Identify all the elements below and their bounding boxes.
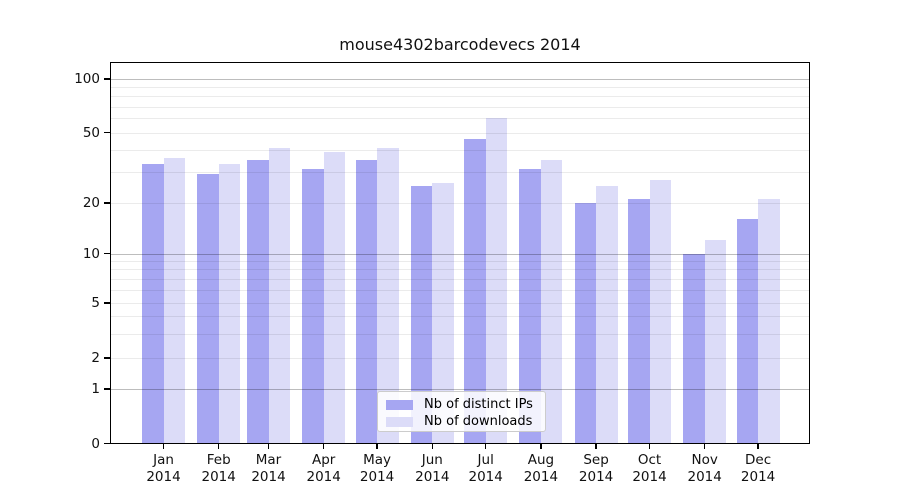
bar-apr-distinct-ips <box>302 169 324 443</box>
gridline-minor <box>111 87 809 89</box>
bar-nov-downloads <box>704 240 727 443</box>
y-tick-label: 0 <box>91 435 100 452</box>
gridline-minor <box>111 149 809 151</box>
bar-jul-downloads <box>485 118 508 443</box>
x-tick <box>757 444 759 449</box>
legend-swatch-downloads <box>386 417 413 427</box>
y-tick-label: 100 <box>74 71 100 87</box>
legend-item-distinct-ips: Nb of distinct IPs <box>386 397 545 413</box>
bar-sep-distinct-ips <box>574 203 597 443</box>
bar-jan-distinct-ips <box>142 164 164 443</box>
bar-sep-downloads <box>596 185 618 443</box>
x-tick-label: Nov 2014 <box>687 452 722 485</box>
bar-aug-downloads <box>540 159 563 443</box>
x-tick-label: Oct 2014 <box>632 452 667 485</box>
x-tick <box>162 444 165 449</box>
x-tick-label: Mar 2014 <box>251 452 286 485</box>
y-tick <box>104 302 110 304</box>
y-tick-label: 5 <box>91 295 100 311</box>
bar-dec-downloads <box>758 199 780 443</box>
gridline-minor <box>111 118 809 120</box>
bar-jun-downloads <box>432 182 454 443</box>
gridline-minor <box>111 316 809 318</box>
y-tick <box>104 131 110 134</box>
x-tick-label: Aug 2014 <box>523 452 559 485</box>
x-tick-label: Jan 2014 <box>146 452 181 485</box>
bar-aug-distinct-ips <box>519 169 541 443</box>
bar-mar-distinct-ips <box>247 159 269 443</box>
bar-jun-distinct-ips <box>410 185 433 443</box>
x-tick <box>540 444 542 449</box>
y-tick <box>104 357 110 359</box>
bar-nov-distinct-ips <box>683 253 705 443</box>
gridline-minor <box>111 106 809 108</box>
y-tick <box>104 78 110 80</box>
gridline-minor <box>111 261 809 263</box>
legend-item-downloads: Nb of downloads <box>386 414 545 430</box>
legend-label-distinct-ips: Nb of distinct IPs <box>424 397 533 412</box>
x-tick <box>217 444 220 449</box>
x-tick <box>376 444 378 449</box>
gridline-minor <box>111 289 809 291</box>
y-tick <box>104 442 110 445</box>
legend: Nb of distinct IPs Nb of downloads <box>377 391 546 432</box>
x-tick-label: Jun 2014 <box>415 452 450 485</box>
gridline-major <box>111 253 809 255</box>
x-tick-label: Sep 2014 <box>578 452 614 485</box>
bar-oct-distinct-ips <box>628 199 650 443</box>
gridline-minor <box>111 278 809 280</box>
x-tick <box>267 444 270 449</box>
bar-may-distinct-ips <box>355 159 378 443</box>
x-tick <box>431 444 434 449</box>
gridline-minor <box>111 303 809 304</box>
bar-oct-downloads <box>649 179 671 443</box>
y-tick-label: 20 <box>82 195 100 211</box>
gridline-minor <box>111 132 809 134</box>
x-tick-label: May 2014 <box>359 452 395 485</box>
bar-feb-distinct-ips <box>197 174 219 443</box>
y-tick-label: 2 <box>91 350 100 366</box>
bar-feb-downloads <box>218 164 241 443</box>
gridline-minor <box>111 203 809 204</box>
x-tick-label: Feb 2014 <box>201 452 236 485</box>
x-tick-label: Apr 2014 <box>306 452 341 485</box>
gridline-minor <box>111 269 809 271</box>
bar-jan-downloads <box>163 157 185 443</box>
x-tick-label: Jul 2014 <box>468 452 503 485</box>
y-tick <box>104 252 110 255</box>
chart-title: mouse4302barcodevecs 2014 <box>339 35 581 54</box>
x-tick <box>484 444 487 449</box>
bar-dec-distinct-ips <box>736 219 759 443</box>
y-tick-label: 10 <box>82 245 100 262</box>
gridline-major <box>111 79 809 80</box>
legend-label-downloads: Nb of downloads <box>424 414 533 429</box>
y-tick <box>104 388 110 390</box>
gridline-minor <box>111 333 809 335</box>
gridline-major <box>111 389 809 390</box>
bar-mar-downloads <box>268 147 290 443</box>
x-tick <box>595 444 597 449</box>
legend-swatch-distinct-ips <box>386 400 413 410</box>
x-tick-label: Dec 2014 <box>740 452 776 485</box>
x-tick <box>703 444 706 449</box>
y-tick-label: 1 <box>91 381 100 397</box>
x-tick <box>648 444 651 449</box>
gridline-minor <box>111 358 809 359</box>
x-tick <box>322 444 325 449</box>
y-tick <box>104 202 110 204</box>
gridline-minor <box>111 96 809 98</box>
gridline-minor <box>111 171 809 173</box>
y-tick-label: 50 <box>82 124 100 141</box>
bar-may-downloads <box>377 147 399 443</box>
bar-jul-distinct-ips <box>464 138 486 443</box>
bar-apr-downloads <box>323 151 346 443</box>
